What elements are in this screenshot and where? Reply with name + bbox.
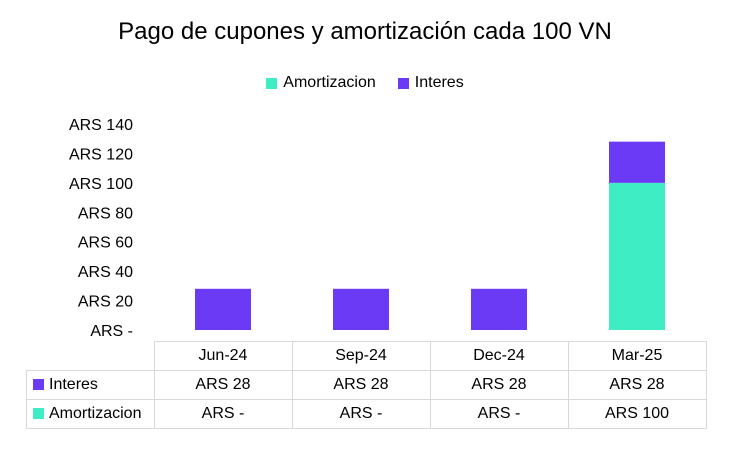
y-tick-label: ARS 60 xyxy=(78,235,133,252)
y-tick-label: ARS 120 xyxy=(69,146,133,163)
legend-swatch-amortizacion xyxy=(266,77,278,89)
y-tick-label: ARS - xyxy=(90,323,133,340)
legend-item-interes: Interes xyxy=(397,74,464,92)
data-table-corner xyxy=(26,341,155,371)
bar-interes-sep-24 xyxy=(333,288,389,330)
legend-label-interes: Interes xyxy=(414,74,464,91)
table-swatch-interes xyxy=(33,379,44,390)
data-table-row-amortizacion: Amortizacion ARS - ARS - ARS - ARS 100 xyxy=(26,399,707,429)
data-table-header-row: Jun-24 Sep-24 Dec-24 Mar-25 xyxy=(26,341,707,371)
bar-interes-dec-24 xyxy=(471,288,527,330)
chart-title: Pago de cupones y amortización cada 100 … xyxy=(118,18,612,45)
category-header: Jun-24 xyxy=(153,341,293,371)
bar-interes-mar-25 xyxy=(609,141,665,183)
data-table-row-interes: Interes ARS 28 ARS 28 ARS 28 ARS 28 xyxy=(26,370,707,400)
table-swatch-amortizacion xyxy=(33,408,44,419)
category-header: Dec-24 xyxy=(429,341,569,371)
data-cell: ARS 28 xyxy=(153,370,293,400)
data-cell: ARS - xyxy=(153,399,293,429)
data-cell: ARS 28 xyxy=(429,370,569,400)
y-tick-label: ARS 20 xyxy=(78,294,133,311)
bar-interes-jun-24 xyxy=(195,288,251,330)
series-name: Interes xyxy=(49,376,98,393)
legend-item-amortizacion: Amortizacion xyxy=(266,74,376,92)
legend: Amortizacion Interes xyxy=(0,74,730,92)
y-tick-label: ARS 100 xyxy=(69,176,133,193)
data-cell: ARS 100 xyxy=(567,399,707,429)
data-cell: ARS 28 xyxy=(567,370,707,400)
y-tick-label: ARS 140 xyxy=(69,117,133,134)
series-label-amortizacion: Amortizacion xyxy=(26,399,155,429)
legend-label-amortizacion: Amortizacion xyxy=(283,74,376,91)
legend-swatch-interes xyxy=(397,77,409,89)
plot-area: ARS - ARS 20 ARS 40 ARS 60 ARS 80 ARS 100 ARS … xyxy=(69,117,665,340)
category-header: Sep-24 xyxy=(291,341,431,371)
series-label-interes: Interes xyxy=(26,370,155,400)
data-cell: ARS 28 xyxy=(291,370,431,400)
series-name: Amortizacion xyxy=(49,405,142,422)
data-cell: ARS - xyxy=(429,399,569,429)
y-tick-label: ARS 80 xyxy=(78,205,133,222)
bar-amortizacion-mar-25 xyxy=(609,182,665,330)
y-tick-label: ARS 40 xyxy=(78,264,133,281)
category-header: Mar-25 xyxy=(567,341,707,371)
data-cell: ARS - xyxy=(291,399,431,429)
data-table: Jun-24 Sep-24 Dec-24 Mar-25 Interes ARS … xyxy=(26,341,707,429)
